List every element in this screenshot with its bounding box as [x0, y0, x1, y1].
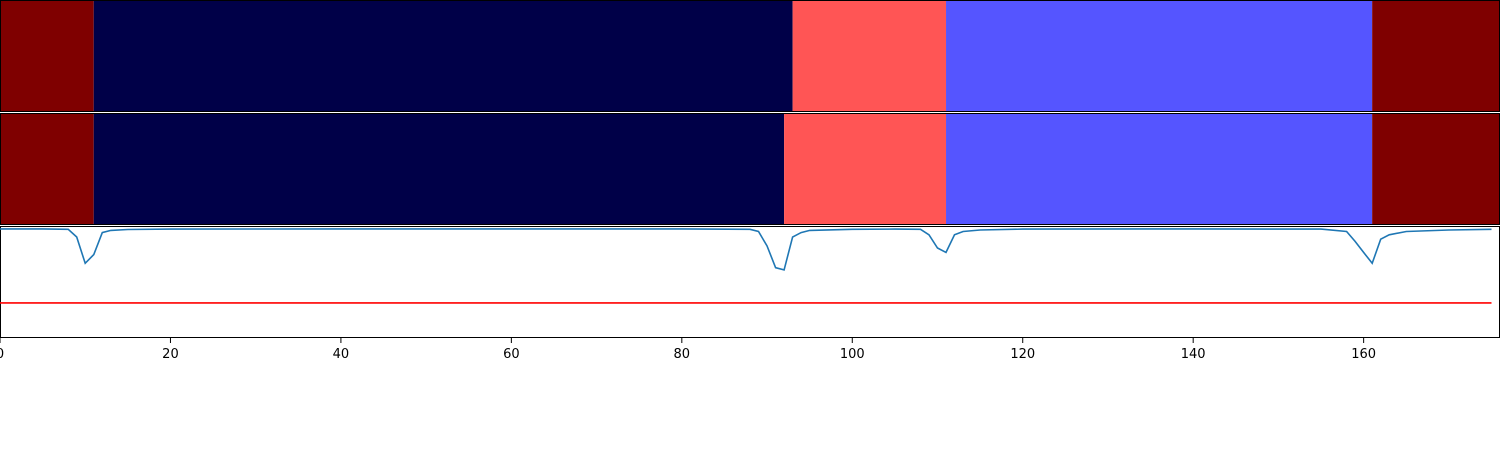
series-line-0: [0, 228, 1492, 271]
middle-segment-4: [1372, 113, 1500, 225]
top-heatmap-panel: [0, 0, 1500, 112]
top-segment-3: [946, 0, 1373, 112]
x-tick-label: 40: [333, 347, 350, 362]
x-tick-label: 80: [674, 347, 691, 362]
middle-segment-3: [946, 113, 1373, 225]
x-tick-label: 120: [1010, 347, 1035, 362]
x-axis-ticks: 0 20 40 60 80 100 120 140 160: [0, 338, 1376, 362]
line-panel-frame: [0, 226, 1500, 338]
middle-segment-2: [784, 113, 947, 225]
x-tick-label: 160: [1351, 347, 1376, 362]
x-tick-label: 60: [503, 347, 520, 362]
middle-heatmap-panel: [0, 113, 1500, 225]
top-segment-0: [0, 0, 94, 112]
line-plot-panel: [0, 226, 1500, 338]
top-segment-4: [1372, 0, 1500, 112]
x-tick-label: 100: [840, 347, 865, 362]
middle-segment-1: [93, 113, 785, 225]
x-tick-label: 20: [162, 347, 179, 362]
x-tick-label: 0: [0, 347, 4, 362]
x-tick-label: 140: [1181, 347, 1206, 362]
top-segment-1: [93, 0, 793, 112]
middle-segment-0: [0, 113, 94, 225]
top-segment-2: [792, 0, 947, 112]
